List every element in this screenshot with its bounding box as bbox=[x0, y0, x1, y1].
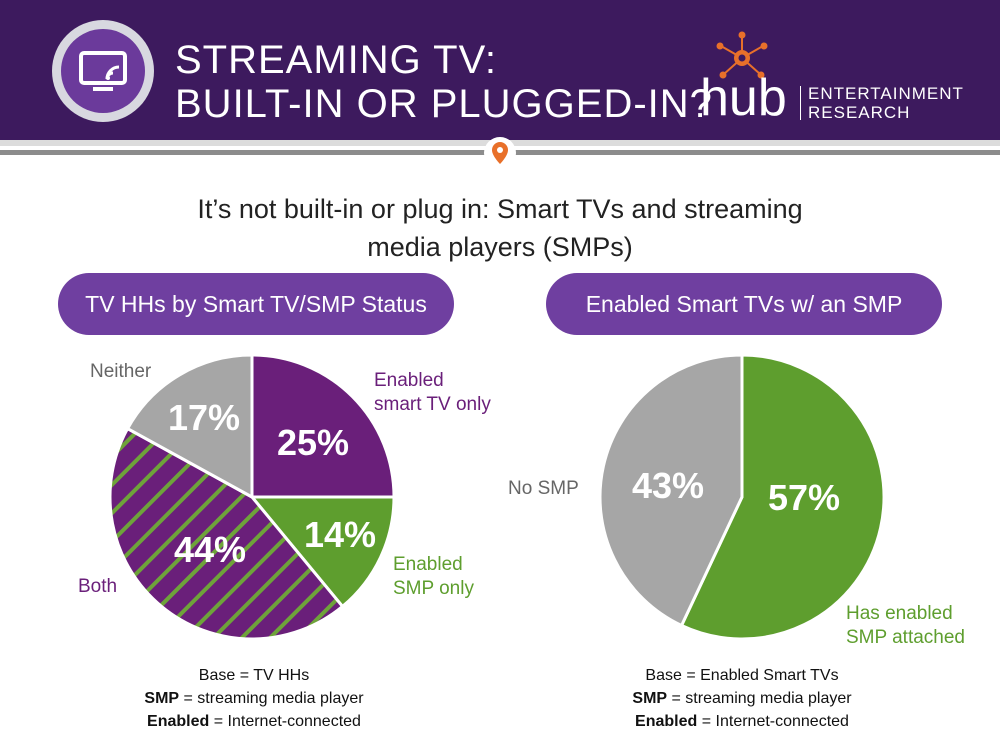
footnote-enabled-key: Enabled bbox=[147, 713, 210, 730]
slice-label-line2: smart TV only bbox=[374, 394, 491, 415]
pie-slice-enabled-smp-only bbox=[248, 495, 396, 609]
chart2-title: Enabled Smart TVs w/ an SMP bbox=[546, 273, 942, 335]
slice-label-no-smp: No SMP bbox=[508, 478, 579, 499]
footnote-enabled-key: Enabled bbox=[635, 713, 698, 730]
logo-separator bbox=[800, 86, 801, 120]
footnote-base: Base = Enabled Smart TVs bbox=[645, 667, 839, 684]
slice-label-both: Both bbox=[78, 576, 118, 597]
slice-label-line2: SMP only bbox=[393, 578, 474, 599]
header-banner bbox=[0, 0, 1000, 140]
footnote-smp-def: = streaming media player bbox=[671, 690, 852, 707]
slice-label-neither: Neither bbox=[90, 361, 152, 382]
pie-slice-both bbox=[108, 426, 345, 641]
location-pin-icon bbox=[484, 137, 516, 169]
slice-label-enabled-smp-only: Enabled SMP only bbox=[393, 553, 474, 601]
slide-subtitle-line2: media players (SMPs) bbox=[367, 232, 633, 262]
slice-label-line1: Enabled bbox=[374, 370, 444, 391]
pie-value-label: 14% bbox=[304, 514, 376, 555]
footnote-smp-def: = streaming media player bbox=[183, 690, 364, 707]
slice-label-line1: Has enabled bbox=[846, 603, 953, 624]
pie-slice-neither bbox=[125, 353, 254, 500]
chart1-title: TV HHs by Smart TV/SMP Status bbox=[58, 273, 454, 335]
pie-slice-enabled-smart-tv-only bbox=[250, 353, 396, 499]
pie-value-label: 57% bbox=[768, 477, 840, 518]
footnote-enabled-def: = Internet-connected bbox=[213, 713, 361, 730]
slice-label-line2: SMP attached bbox=[846, 627, 966, 648]
slice-label-enabled-smart-tv-only: Enabled smart TV only bbox=[374, 369, 491, 417]
tv-cast-icon bbox=[61, 29, 145, 113]
pie-slice-no-smp bbox=[598, 353, 744, 628]
slice-label-has-enabled-smp: Has enabled SMP attached bbox=[846, 602, 965, 650]
chart2-footnote: Base = Enabled Smart TVs SMP = streaming… bbox=[612, 667, 872, 731]
slide-subtitle: It’s not built-in or plug in: Smart TVs … bbox=[100, 190, 900, 266]
hub-logo-text: hub bbox=[700, 69, 787, 127]
slice-label-line1: Enabled bbox=[393, 554, 463, 575]
page-title-line2: BUILT-IN OR PLUGGED-IN? bbox=[175, 82, 713, 126]
footnote-smp-key: SMP bbox=[144, 690, 180, 707]
pie-value-label: 44% bbox=[174, 529, 246, 570]
footnote-enabled-def: = Internet-connected bbox=[701, 713, 849, 730]
slide-subtitle-line1: It’s not built-in or plug in: Smart TVs … bbox=[197, 194, 803, 224]
chart1-footnote: Base = TV HHs SMP = streaming media play… bbox=[124, 667, 384, 731]
footnote-base: Base = TV HHs bbox=[198, 667, 310, 684]
logo-subtitle-line1: ENTERTAINMENT bbox=[808, 84, 964, 103]
page-title-line1: STREAMING TV: bbox=[175, 38, 497, 82]
pie-value-label: 43% bbox=[632, 465, 704, 506]
hub-network-icon bbox=[716, 31, 768, 79]
footnote-smp-key: SMP bbox=[632, 690, 668, 707]
logo-subtitle-line2: RESEARCH bbox=[808, 103, 911, 122]
pie-value-label: 17% bbox=[168, 397, 240, 438]
tv-cast-logo bbox=[52, 20, 154, 122]
pie-value-label: 25% bbox=[277, 422, 349, 463]
pie-slice-has-enabled-smp-attached bbox=[679, 353, 886, 641]
